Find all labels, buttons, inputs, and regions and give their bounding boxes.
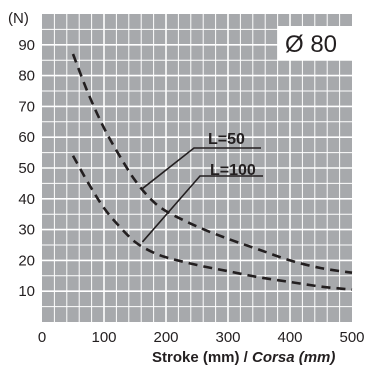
series-line-l100 (71, 155, 353, 291)
x-axis-label: Stroke (mm) / Corsa (mm) (152, 349, 335, 366)
y-tick-label: 50 (18, 160, 35, 177)
badge-background (278, 26, 352, 60)
curves (71, 53, 353, 291)
x-tick-label: 500 (339, 329, 364, 346)
x-tick-label: 100 (91, 329, 116, 346)
diameter-badge: Ø 80 (285, 31, 337, 58)
x-tick-label: 200 (153, 329, 178, 346)
series-label-l50: L=50 (208, 131, 245, 148)
y-tick-label: 30 (18, 222, 35, 239)
x-tick-label: 0 (38, 329, 46, 346)
leader-line-l100 (141, 175, 263, 243)
x-axis-label-main: Stroke (mm) / (152, 349, 252, 366)
series-label-l100: L=100 (210, 162, 256, 179)
y-tick-label: 70 (18, 98, 35, 115)
x-tick-label: 400 (277, 329, 302, 346)
y-tick-label: 80 (18, 68, 35, 85)
y-tick-label: 10 (18, 283, 35, 300)
y-tick-label: 90 (18, 37, 35, 54)
grid (42, 14, 352, 322)
series-line-l50 (71, 53, 353, 274)
tick-labels: 10 20 30 40 50 60 70 80 90 0 100 200 300 400 500 (18, 37, 364, 346)
y-tick-label: 20 (18, 252, 35, 269)
leader-line-l50 (140, 147, 261, 191)
label-leaders (140, 147, 263, 243)
x-axis-label-italic: Corsa (mm) (252, 349, 335, 366)
x-tick-label: 300 (215, 329, 240, 346)
y-unit-label: (N) (8, 10, 29, 27)
y-tick-label: 40 (18, 191, 35, 208)
y-tick-label: 60 (18, 129, 35, 146)
